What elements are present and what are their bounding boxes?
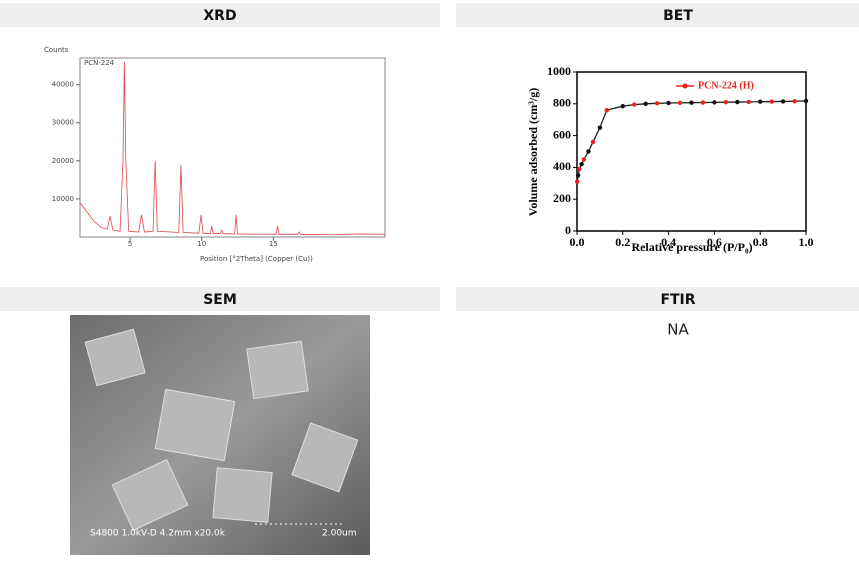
data-point xyxy=(803,98,809,104)
panel-title: BET xyxy=(663,8,693,24)
y-tick-label: 1000 xyxy=(547,64,571,78)
y-tick-label: 600 xyxy=(553,127,571,141)
data-point xyxy=(577,166,582,172)
data-point xyxy=(581,157,587,162)
data-point xyxy=(575,173,581,178)
data-point xyxy=(586,149,591,154)
legend-marker xyxy=(682,83,688,89)
panel-title: SEM xyxy=(203,292,237,308)
y-tick-label: 40000 xyxy=(52,81,74,89)
x-tick-label: 5 xyxy=(128,240,132,248)
sem-caption: S4800 1.0kV-D 4.2mm x20.0k xyxy=(90,529,226,539)
data-point xyxy=(677,100,683,106)
data-point xyxy=(643,101,648,107)
ftir-text: NA xyxy=(667,321,689,339)
x-tick-label: 0.2 xyxy=(615,235,630,249)
data-point xyxy=(590,139,596,145)
data-point xyxy=(735,99,740,105)
y-tick-label: 800 xyxy=(553,96,571,110)
data-point xyxy=(723,100,729,105)
data-point xyxy=(666,100,671,106)
header-bar xyxy=(456,3,859,27)
data-line xyxy=(576,100,807,182)
data-point xyxy=(712,100,717,105)
data-point xyxy=(792,99,797,104)
x-tick-label: 15 xyxy=(269,240,278,248)
x-tick-label: 10 xyxy=(197,240,206,248)
plot-frame xyxy=(576,71,807,232)
data-point xyxy=(780,99,786,104)
panel-title: XRD xyxy=(203,8,236,24)
x-tick-label: 0.6 xyxy=(707,235,722,249)
legend: PCN-224 xyxy=(84,59,115,67)
header-bar xyxy=(456,287,859,311)
header-bar xyxy=(0,287,440,311)
y-tick-label: 0 xyxy=(565,223,571,237)
x-axis-label: Relative pressure (P/P₀) xyxy=(631,240,752,254)
data-point xyxy=(689,100,694,105)
data-point xyxy=(700,100,706,105)
data-point xyxy=(654,101,660,106)
data-point xyxy=(746,99,751,105)
y-tick-label: 20000 xyxy=(52,157,74,165)
y-tick-label: 30000 xyxy=(52,119,74,127)
x-tick-label: 0.4 xyxy=(661,235,676,249)
data-point xyxy=(579,162,584,167)
sem-scale: 2.00um xyxy=(322,529,357,539)
data-point xyxy=(620,103,625,109)
plot-frame xyxy=(79,57,386,238)
data-point xyxy=(604,107,609,113)
x-tick-label: 0.8 xyxy=(753,235,768,249)
data-point xyxy=(769,99,774,104)
data-point xyxy=(597,125,603,130)
data-point xyxy=(575,179,580,184)
legend-label: PCN-224 (H) xyxy=(698,80,754,91)
y-axis-label: Counts xyxy=(44,46,69,54)
panel-title: FTIR xyxy=(660,292,695,308)
y-tick-label: 10000 xyxy=(52,195,74,203)
y-axis-label: Volume adsorbed (cm³/g) xyxy=(526,88,540,216)
y-tick-label: 400 xyxy=(553,159,571,173)
x-tick-label: 1.0 xyxy=(799,235,814,249)
y-tick-label: 200 xyxy=(553,191,571,205)
header-bar xyxy=(0,3,440,27)
data-line xyxy=(79,61,386,236)
x-tick-label: 0.0 xyxy=(570,235,585,249)
data-point xyxy=(632,102,637,107)
data-point xyxy=(758,99,763,104)
x-axis-label: Position [°2Theta] (Copper (Cu)) xyxy=(200,255,313,263)
sem-crystals xyxy=(84,328,359,532)
